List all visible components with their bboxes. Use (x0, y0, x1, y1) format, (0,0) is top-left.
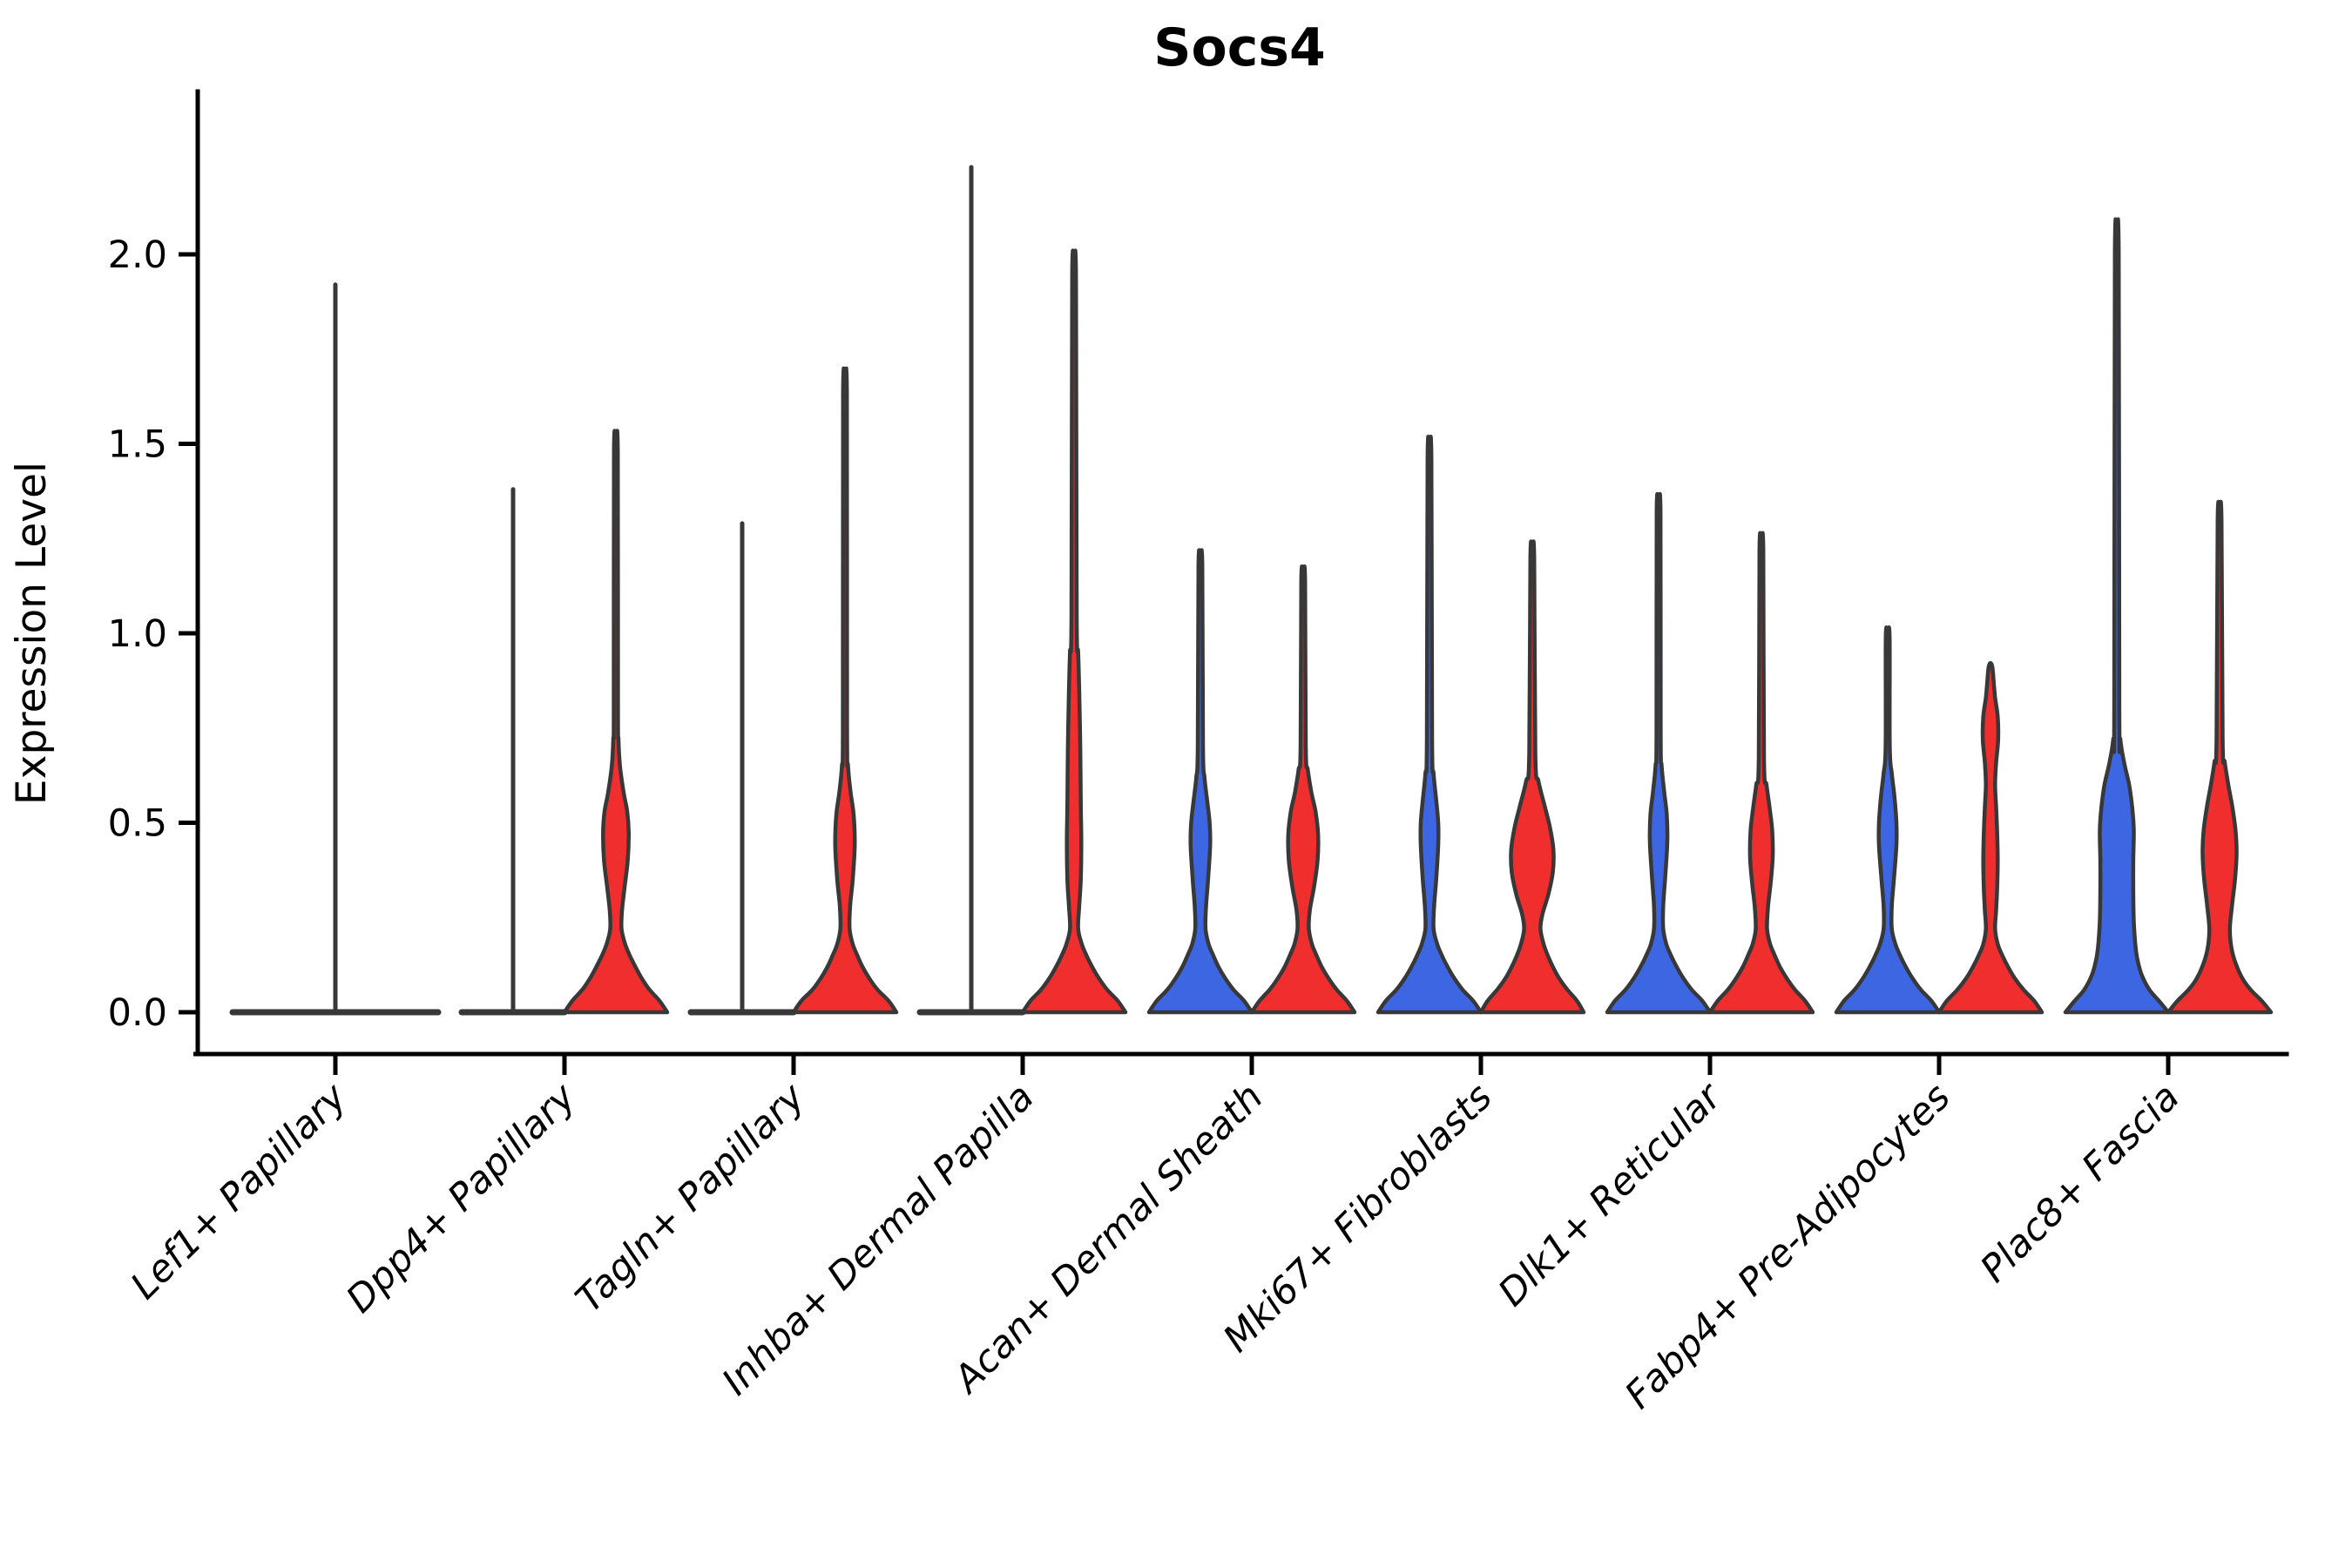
y-tick-label: 1.5 (108, 423, 167, 467)
y-tick-label: 0.0 (108, 991, 167, 1035)
violin-acan-dermal-sheath-blue (1146, 548, 1254, 1015)
y-tick-label: 2.0 (108, 233, 167, 277)
violin-body (1020, 248, 1128, 1015)
x-tick-label-plac8-fascia: Plac8+ Fascia (1972, 1075, 2188, 1291)
violin-body (1936, 660, 2044, 1015)
violin-mki67-fibroblasts-red (1478, 539, 1586, 1015)
y-axis-label: Expression Level (8, 462, 56, 805)
y-tick-label: 0.5 (108, 802, 167, 846)
violin-dpp4-papillary-red (562, 429, 670, 1015)
violin-fabp4-pre-adipocytes-red (1936, 660, 2044, 1015)
violin-tagln-papillary-blue (687, 521, 797, 1016)
violin-plac8-fascia-blue (2063, 217, 2171, 1015)
violin-body (2063, 217, 2171, 1015)
violin-inhba-dermal-papilla-blue (916, 165, 1026, 1016)
violin-dlk1-reticular-red (1707, 531, 1815, 1015)
violin-body (1605, 491, 1713, 1015)
chart-title: Socs4 (1153, 17, 1325, 78)
violin-body (562, 429, 670, 1015)
violin-lef1-papillary-unsplit (229, 282, 442, 1016)
violin-body (1834, 625, 1942, 1015)
violin-plac8-fascia-red (2166, 499, 2274, 1015)
x-tick-label-dpp4-papillary: Dpp4+ Papillary (338, 1075, 585, 1321)
violin-body (1146, 548, 1254, 1015)
violin-acan-dermal-sheath-red (1249, 564, 1357, 1015)
x-tick-label-lef1-papillary: Lef1+ Papillary (123, 1075, 355, 1308)
violin-body (2166, 499, 2274, 1015)
violin-body (1707, 531, 1815, 1015)
violin-dpp4-papillary-blue (458, 487, 568, 1016)
x-tick-label-dlk1-reticular: Dlk1+ Reticular (1490, 1074, 1732, 1315)
y-tick-label: 1.0 (108, 612, 167, 656)
violin-body (1249, 564, 1357, 1015)
violin-mki67-fibroblasts-blue (1375, 435, 1484, 1015)
y-ticks: 0.0 0.5 1.0 1.5 2.0 (108, 233, 198, 1035)
violin-body (1478, 539, 1586, 1015)
violin-tagln-papillary-red (791, 366, 899, 1015)
x-tick-label-tagln-papillary: Tagln+ Papillary (568, 1075, 814, 1321)
violins-layer (229, 165, 2274, 1016)
violin-dlk1-reticular-blue (1605, 491, 1713, 1015)
violin-fabp4-pre-adipocytes-blue (1834, 625, 1942, 1015)
violin-body (1375, 435, 1484, 1015)
violin-body (791, 366, 899, 1015)
violin-inhba-dermal-papilla-red (1020, 248, 1128, 1015)
